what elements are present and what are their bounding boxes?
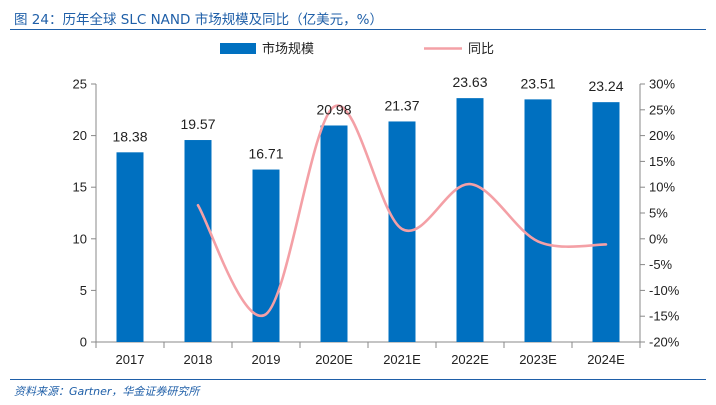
bar	[524, 99, 552, 342]
bar-value-label: 16.71	[248, 146, 283, 162]
right-tick-label: -10%	[649, 283, 680, 298]
bar	[184, 140, 212, 342]
left-tick-label: 15	[73, 180, 87, 195]
bar-value-label: 23.51	[520, 75, 555, 91]
right-tick-label: 20%	[649, 128, 675, 143]
x-tick-label: 2022E	[451, 352, 489, 367]
chart-axes: 0 5 10 15 20 25 -20% -15% -10% -5% 0% 5% 10% 15% 20% 25…	[73, 77, 680, 368]
right-tick-label: 30%	[649, 77, 675, 92]
right-tick-label: 0%	[649, 231, 668, 246]
bar	[320, 125, 348, 343]
data-labels: 18.38 19.57 16.71 20.98 21.37 23.63 23.51 23.24	[112, 74, 623, 161]
left-tick-label: 0	[80, 335, 87, 350]
x-tick-label: 2024E	[587, 352, 625, 367]
line-series	[196, 104, 608, 318]
legend-bar-swatch	[220, 43, 256, 54]
x-tick-label: 2019	[252, 352, 281, 367]
left-tick-label: 10	[73, 231, 87, 246]
bar-value-label: 21.37	[384, 97, 419, 113]
left-tick-label: 5	[80, 283, 87, 298]
bar	[456, 98, 484, 342]
right-tick-label: -5%	[649, 257, 673, 272]
x-tick-label: 2020E	[315, 352, 353, 367]
x-tick-label: 2017	[116, 352, 145, 367]
title-divider	[10, 29, 706, 30]
x-tick-label: 2023E	[519, 352, 557, 367]
bar-value-label: 23.63	[452, 74, 487, 90]
right-tick-label: 15%	[649, 154, 675, 169]
left-tick-label: 25	[73, 77, 87, 92]
bar-value-label: 23.24	[588, 78, 623, 94]
legend-bar-label: 市场规模	[262, 41, 314, 57]
right-tick-label: 10%	[649, 180, 675, 195]
bar-value-label: 19.57	[180, 116, 215, 132]
bar-series	[116, 98, 620, 343]
bar	[116, 152, 144, 342]
legend-line-label: 同比	[468, 42, 494, 57]
yoy-line	[196, 104, 608, 318]
bar	[592, 102, 620, 342]
right-tick-label: -20%	[649, 335, 680, 350]
legend: 市场规模 同比	[220, 41, 494, 57]
right-tick-label: -15%	[649, 309, 680, 324]
source-divider	[10, 379, 706, 380]
right-tick-label: 5%	[649, 206, 668, 221]
right-tick-label: 25%	[649, 102, 675, 117]
figure-title: 图 24：历年全球 SLC NAND 市场规模及同比（亿美元，%）	[14, 12, 384, 28]
source-note: 资料来源：Gartner，华金证券研究所	[14, 385, 200, 398]
x-tick-label: 2018	[184, 352, 213, 367]
x-tick-label: 2021E	[383, 352, 421, 367]
bar-value-label: 18.38	[112, 128, 147, 144]
bar-value-label: 20.98	[316, 101, 351, 117]
left-tick-label: 20	[73, 128, 87, 143]
